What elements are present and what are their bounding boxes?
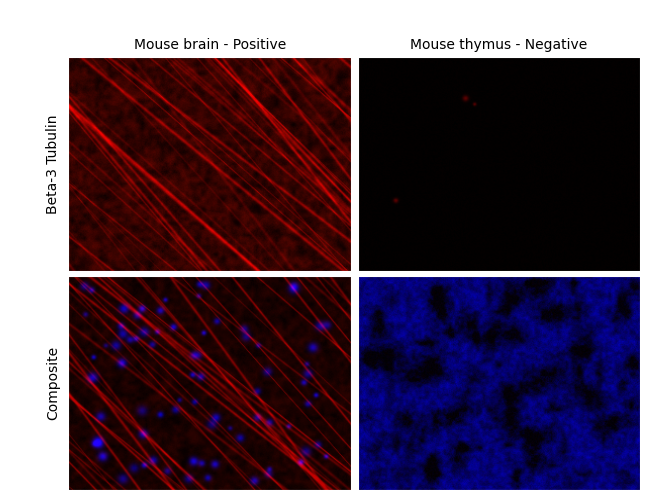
Text: Mouse thymus - Negative: Mouse thymus - Negative — [410, 38, 588, 52]
Text: Mouse brain - Positive: Mouse brain - Positive — [133, 38, 286, 52]
Text: Beta-3 Tubulin: Beta-3 Tubulin — [46, 114, 60, 214]
Text: Composite: Composite — [46, 345, 60, 420]
